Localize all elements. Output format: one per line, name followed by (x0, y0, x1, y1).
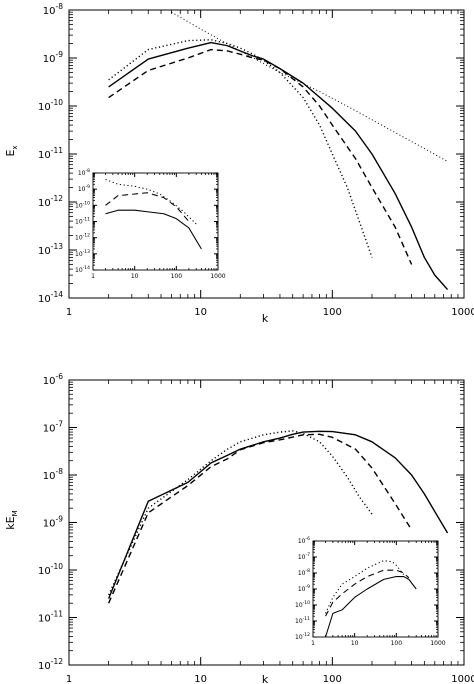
top-panel-inset-y-tick-label: 10-14 (75, 265, 90, 274)
top-panel-inset-y-tick-label: 10-9 (78, 184, 90, 193)
top-panel-series-dashed-line (108, 48, 413, 265)
bottom-panel-x-tick-label: 1000 (451, 674, 474, 684)
bottom-panel-inset-y-tick-label: 10-8 (298, 568, 310, 577)
top-panel-inset-series-dotted-line (105, 178, 197, 225)
top-panel-inset-y-tick-label: 10-11 (75, 217, 90, 226)
bottom-panel-inset-frame (312, 540, 439, 638)
top-panel-y-tick-label: 10-9 (43, 50, 63, 65)
top-panel-x-tick-label: 1000 (451, 307, 474, 318)
bottom-panel-series-dashed-line (107, 433, 413, 604)
bottom-panel-y-tick-label: 10-8 (43, 467, 63, 482)
top-panel-y-tick-label: 10-11 (38, 146, 63, 161)
top-panel-y-axis-title: Ex (4, 145, 19, 156)
top-panel-y-tick-label: 10-13 (38, 242, 63, 257)
top-panel-inset-y-tick-label: 10-8 (78, 168, 90, 177)
bottom-panel-x-tick-label: 100 (323, 674, 342, 684)
top-panel-y-tick-label: 10-10 (38, 98, 63, 113)
bottom-panel-y-tick-label: 10-6 (43, 372, 63, 387)
bottom-panel-inset-y-tick-label: 10-9 (298, 584, 310, 593)
bottom-panel-x-tick-label: 10 (194, 674, 207, 684)
top-panel-inset-background (93, 173, 218, 270)
bottom-panel-inset-x-tick-label: 100 (391, 640, 403, 647)
bottom-panel-inset-x-tick-label: 1 (311, 640, 315, 647)
top-panel-inset-frame (92, 172, 219, 271)
top-panel-inset-y-tick-label: 10-13 (75, 249, 90, 258)
bottom-panel-y-tick-label: 10-9 (43, 515, 63, 530)
top-panel-x-tick-label: 10 (194, 307, 207, 318)
bottom-panel-frame (68, 379, 465, 666)
bottom-panel-inset-series-dotted-line (325, 560, 405, 614)
bottom-panel-inset-y-tick-label: 10-6 (298, 536, 310, 545)
top-panel-x-tick-label: 1 (66, 307, 72, 318)
bottom-panel-x-tick-label: 1 (66, 674, 72, 684)
top-panel-inset-x-tick-label: 1 (91, 273, 95, 280)
bottom-panel-inset-x-tick-label: 1000 (430, 640, 445, 647)
top-panel-inset-series-solid-line (105, 209, 202, 250)
top-panel-y-tick-label: 10-14 (38, 290, 63, 305)
bottom-panel-inset-x-tick-label: 10 (351, 640, 359, 647)
bottom-panel-inset-background (313, 541, 438, 637)
bottom-panel-x-axis-title: k (262, 673, 269, 684)
top-panel-x-tick-label: 100 (323, 307, 342, 318)
bottom-panel-inset-series-solid-line (325, 576, 417, 637)
bottom-panel-inset-y-tick-label: 10-7 (298, 552, 310, 561)
top-panel-inset-x-tick-label: 100 (171, 273, 183, 280)
bottom-panel-inset-y-tick-label: 10-12 (295, 632, 310, 641)
bottom-panel-y-tick-label: 10-7 (43, 420, 63, 435)
bottom-panel-series-solid-line (107, 430, 449, 599)
bottom-panel-inset-series-dashed-line (325, 569, 410, 617)
bottom-panel-y-tick-label: 10-12 (38, 657, 63, 672)
top-panel-inset-y-tick-label: 10-10 (75, 200, 90, 209)
top-panel-series-solid-line (108, 41, 449, 291)
bottom-panel-y-tick-label: 10-11 (38, 610, 63, 625)
bottom-panel-inset-y-tick-label: 10-10 (295, 600, 310, 609)
top-panel-y-tick-label: 10-8 (43, 2, 63, 17)
top-panel-y-tick-label: 10-12 (38, 194, 63, 209)
bottom-panel-inset-y-tick-label: 10-11 (295, 616, 310, 625)
bottom-panel-y-axis-title: kEM (4, 510, 19, 529)
top-panel-inset-y-tick-label: 10-12 (75, 233, 90, 242)
top-panel-inset-series-dashed-line (105, 192, 190, 222)
top-panel-frame (68, 9, 465, 299)
bottom-panel-y-tick-label: 10-10 (38, 562, 63, 577)
top-panel-inset-x-tick-label: 1000 (210, 273, 225, 280)
top-panel-inset-x-tick-label: 10 (131, 273, 139, 280)
top-panel-series-dotted-thin-line (171, 11, 448, 162)
top-panel-x-axis-title: k (262, 312, 269, 325)
